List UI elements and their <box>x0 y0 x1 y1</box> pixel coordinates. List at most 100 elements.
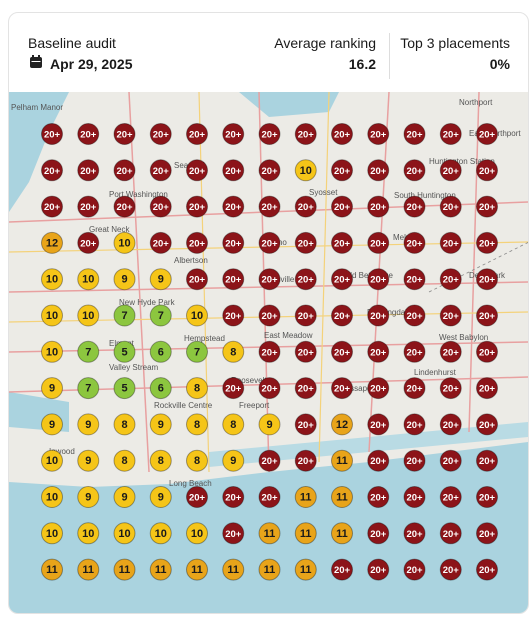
rank-label: 20+ <box>370 166 387 177</box>
rank-label: 20+ <box>225 275 242 286</box>
rank-label: 20+ <box>479 166 496 177</box>
rank-label: 10 <box>82 274 94 286</box>
rank-marker: 20+ <box>294 340 317 363</box>
marker-circle <box>77 413 100 436</box>
rank-label: 20+ <box>479 347 496 358</box>
rank-label: 20+ <box>298 456 315 467</box>
rank-label: 20+ <box>334 166 351 177</box>
rank-label: 20+ <box>479 202 496 213</box>
rank-label: 20+ <box>370 565 387 576</box>
rank-label: 20+ <box>261 202 278 213</box>
rank-label: 20+ <box>406 420 423 431</box>
rank-label: 11 <box>191 564 203 576</box>
marker-circle <box>258 159 281 182</box>
marker-circle <box>41 195 63 218</box>
marker-circle <box>222 123 245 145</box>
marker-circle <box>439 304 462 327</box>
rank-label: 20+ <box>334 275 351 286</box>
rank-label: 9 <box>121 274 127 286</box>
rank-label: 20+ <box>479 420 496 431</box>
place-label: Inwood <box>49 447 75 456</box>
marker-circle <box>186 486 208 508</box>
marker-circle <box>113 268 136 291</box>
rank-label: 20+ <box>261 166 278 177</box>
rank-marker: 20+ <box>149 195 172 218</box>
rank-marker: 20+ <box>439 340 462 363</box>
rank-label: 12 <box>336 419 348 431</box>
rank-marker: 10 <box>77 522 100 545</box>
rank-marker: 20+ <box>476 123 498 145</box>
audit-card: Baseline audit Apr 29, 2025 Average rank… <box>8 12 529 614</box>
rank-marker: 20+ <box>186 123 208 145</box>
rank-label: 20+ <box>443 456 460 467</box>
rank-label: 20+ <box>443 275 460 286</box>
rank-marker: 7 <box>77 377 100 400</box>
rank-label: 20+ <box>334 202 351 213</box>
marker-circle <box>77 340 100 363</box>
rank-label: 20+ <box>44 130 61 141</box>
rank-marker: 20+ <box>331 159 353 182</box>
rank-label: 20+ <box>406 456 423 467</box>
marker-circle <box>222 413 245 436</box>
marker-circle <box>476 268 498 291</box>
marker-circle <box>77 123 100 145</box>
marker-circle <box>331 377 353 400</box>
marker-circle <box>367 486 390 508</box>
marker-circle <box>476 377 498 400</box>
rank-label: 20+ <box>225 493 242 504</box>
rank-marker: 20+ <box>331 268 353 291</box>
rank-marker: 20+ <box>186 159 208 182</box>
rank-marker: 20+ <box>367 231 390 254</box>
rank-marker: 20+ <box>77 159 100 182</box>
rank-label: 20+ <box>479 565 496 576</box>
rank-label: 20+ <box>443 130 460 141</box>
rank-marker: 6 <box>149 377 172 400</box>
rank-label: 11 <box>119 564 131 576</box>
marker-circle <box>113 377 136 400</box>
rank-label: 20+ <box>370 456 387 467</box>
rank-label: 20+ <box>479 384 496 395</box>
rank-label: 20+ <box>443 238 460 249</box>
marker-circle <box>476 123 498 145</box>
rank-label: 20+ <box>406 275 423 286</box>
rank-marker: 20+ <box>331 231 353 254</box>
rank-label: 20+ <box>298 202 315 213</box>
rank-label: 20+ <box>370 202 387 213</box>
rank-marker: 20+ <box>403 522 426 545</box>
marker-circle <box>258 231 281 254</box>
rank-marker: 9 <box>77 413 100 436</box>
rank-marker: 7 <box>149 304 172 327</box>
marker-circle <box>222 304 245 327</box>
marker-circle <box>149 558 172 581</box>
rank-label: 11 <box>155 564 167 576</box>
marker-circle <box>186 159 208 182</box>
marker-circle <box>149 268 172 291</box>
rank-marker: 20+ <box>258 486 281 508</box>
rank-marker: 20+ <box>476 231 498 254</box>
marker-circle <box>77 558 100 581</box>
rank-marker: 8 <box>186 377 208 400</box>
marker-circle <box>439 486 462 508</box>
rank-label: 20+ <box>298 238 315 249</box>
rank-marker: 9 <box>149 268 172 291</box>
rank-marker: 11 <box>258 522 281 545</box>
marker-circle <box>403 340 426 363</box>
rank-marker: 10 <box>186 304 208 327</box>
rank-label: 20+ <box>334 311 351 322</box>
place-label: Valley Stream <box>109 363 159 372</box>
title: Baseline audit <box>28 35 116 51</box>
rank-marker: 20+ <box>258 449 281 472</box>
rank-marker: 20+ <box>439 195 462 218</box>
rank-marker: 20+ <box>476 558 498 581</box>
marker-circle <box>294 268 317 291</box>
rank-label: 10 <box>46 310 58 322</box>
rank-label: 20+ <box>261 275 278 286</box>
rank-marker: 20+ <box>403 449 426 472</box>
rank-label: 20+ <box>406 130 423 141</box>
rank-marker: 20+ <box>77 123 100 145</box>
rank-label: 20+ <box>116 166 133 177</box>
marker-circle <box>149 486 172 508</box>
rank-marker: 20+ <box>476 195 498 218</box>
rank-label: 20+ <box>406 565 423 576</box>
rank-marker: 10 <box>41 449 63 472</box>
